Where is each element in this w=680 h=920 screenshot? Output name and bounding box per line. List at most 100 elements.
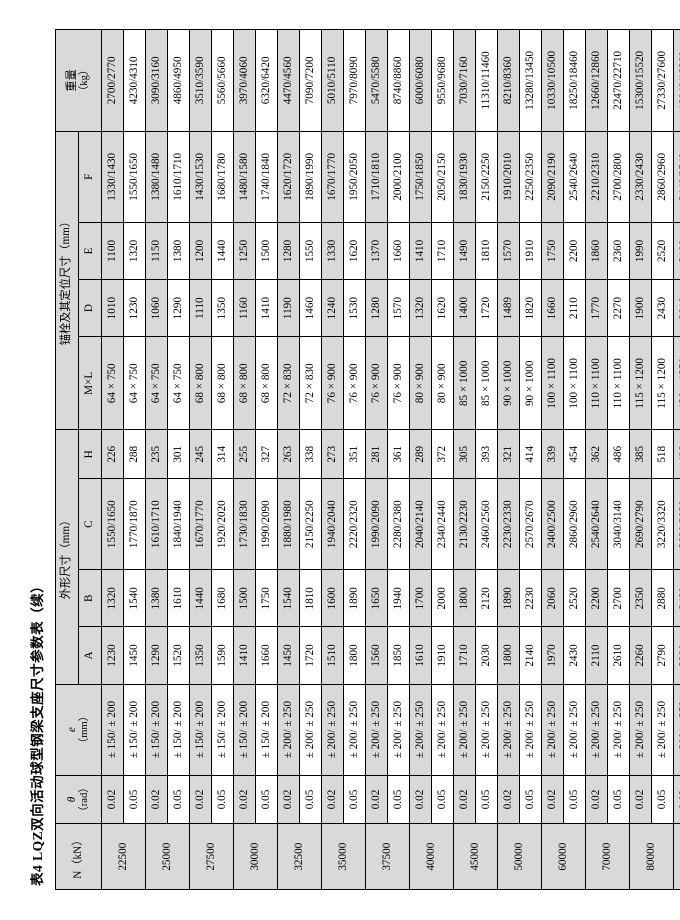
e-unit: （mm） [78,710,90,749]
group-header-anchor: 锚栓及其定位尺寸（mm） [55,131,79,430]
cell-ml: 120 × 1250 [673,336,680,430]
cell-b: 1500 [233,569,256,627]
cell-e: ± 150/ ± 200 [233,684,256,776]
cell-theta: 0.02 [585,775,608,824]
cell-f: 1680/1780 [211,131,234,223]
cell-e: ± 150/ ± 200 [145,684,168,776]
cell-e: ± 200/ ± 250 [409,684,432,776]
cell-f: 2250/2350 [519,131,542,223]
cell-b: 1750 [255,569,278,627]
cell-ml: 85 × 1000 [475,336,498,430]
cell-ml: 64 × 750 [101,336,124,430]
cell-e: ± 200/ ± 250 [629,684,652,776]
cell-b: 1380 [145,569,168,627]
col-header-a: A [78,626,102,685]
cell-n-load: 45000 [453,823,498,890]
cell-d: 1190 [277,279,300,337]
cell-e2: 1620 [343,222,366,280]
cell-h: 414 [519,429,542,479]
cell-theta: 0.05 [343,775,366,824]
cell-n-load: 27500 [189,823,234,890]
cell-d: 1160 [233,279,256,337]
cell-c: 1840/1940 [167,478,190,570]
cell-f: 1740/1840 [255,131,278,223]
cell-d: 1230 [123,279,146,337]
cell-e: ± 200/ ± 250 [299,684,322,776]
cell-e2: 1860 [585,222,608,280]
cell-weight: 3510/3590 [189,29,212,132]
table-row: 0.05 ± 200/ ± 250 1850 1940 2280/2380 361 76 ×… [387,29,410,890]
cell-e: ± 150/ ± 200 [189,684,212,776]
cell-f: 2860/2960 [651,131,674,223]
cell-c: 1940/2040 [321,478,344,570]
cell-h: 338 [299,429,322,479]
cell-weight: 6000/6080 [409,29,432,132]
cell-c: 2570/2670 [519,478,542,570]
cell-a: 2030 [475,626,498,685]
cell-a: 1450 [123,626,146,685]
theta-unit: （rad） [78,782,90,817]
cell-weight: 7030/7160 [453,29,476,132]
cell-n-load: 40000 [409,823,454,890]
cell-b: 1810 [299,569,322,627]
cell-ml: 76 × 900 [387,336,410,430]
cell-e: ± 200/ ± 250 [431,684,454,776]
cell-d: 1010 [101,279,124,337]
cell-a: 1230 [101,626,124,685]
cell-theta: 0.05 [387,775,410,824]
cell-h: 406 [673,429,680,479]
cell-c: 2860/2960 [563,478,586,570]
cell-h: 518 [651,429,674,479]
cell-h: 305 [453,429,476,479]
cell-f: 2330/2430 [629,131,652,223]
cell-h: 486 [607,429,630,479]
cell-b: 1890 [497,569,520,627]
cell-c: 2230/2330 [497,478,520,570]
cell-ml: 64 × 750 [167,336,190,430]
cell-n-load: 80000 [629,823,674,890]
cell-ml: 76 × 900 [365,336,388,430]
cell-e2: 1910 [519,222,542,280]
cell-d: 1460 [299,279,322,337]
cell-ml: 68 × 800 [189,336,212,430]
cell-h: 314 [211,429,234,479]
cell-n-load: 70000 [585,823,630,890]
cell-b: 1440 [189,569,212,627]
cell-e2: 1490 [453,222,476,280]
cell-f: 1330/1430 [101,131,124,223]
cell-e: ± 200/ ± 250 [343,684,366,776]
cell-weight: 8740/8860 [387,29,410,132]
cell-h: 454 [563,429,586,479]
cell-b: 2700 [607,569,630,627]
col-header-n: N（kN） [55,823,102,890]
cell-a: 1910 [431,626,454,685]
cell-weight: 22470/22710 [607,29,630,132]
cell-a: 1560 [365,626,388,685]
cell-b: 2120 [475,569,498,627]
cell-c: 3220/3320 [651,478,674,570]
cell-f: 1890/1990 [299,131,322,223]
cell-n-load: 37500 [365,823,410,890]
cell-theta: 0.02 [673,775,680,824]
col-header-e: e （mm） [55,684,102,776]
cell-theta: 0.05 [563,775,586,824]
cell-f: 1750/1850 [409,131,432,223]
cell-b: 1890 [343,569,366,627]
cell-e: ± 200/ ± 250 [519,684,542,776]
cell-weight: 12660/12860 [585,29,608,132]
cell-n-load: 35000 [321,823,366,890]
table-row: 0.05 ± 150/ ± 200 1590 1680 1920/2020 314 68 ×… [211,29,234,890]
cell-ml: 110 × 1100 [585,336,608,430]
cell-e: ± 150/ ± 200 [167,684,190,776]
cell-n-load: 22500 [101,823,146,890]
cell-weight: 7090/7200 [299,29,322,132]
cell-c: 1920/2020 [211,478,234,570]
cell-a: 2610 [607,626,630,685]
cell-e: ± 200/ ± 250 [585,684,608,776]
table-row: 900000.02± 200/ ± 250239024802820/292040… [673,29,680,890]
cell-weight: 3970/4060 [233,29,256,132]
cell-h: 281 [365,429,388,479]
cell-theta: 0.05 [299,775,322,824]
cell-f: 1950/2050 [343,131,366,223]
